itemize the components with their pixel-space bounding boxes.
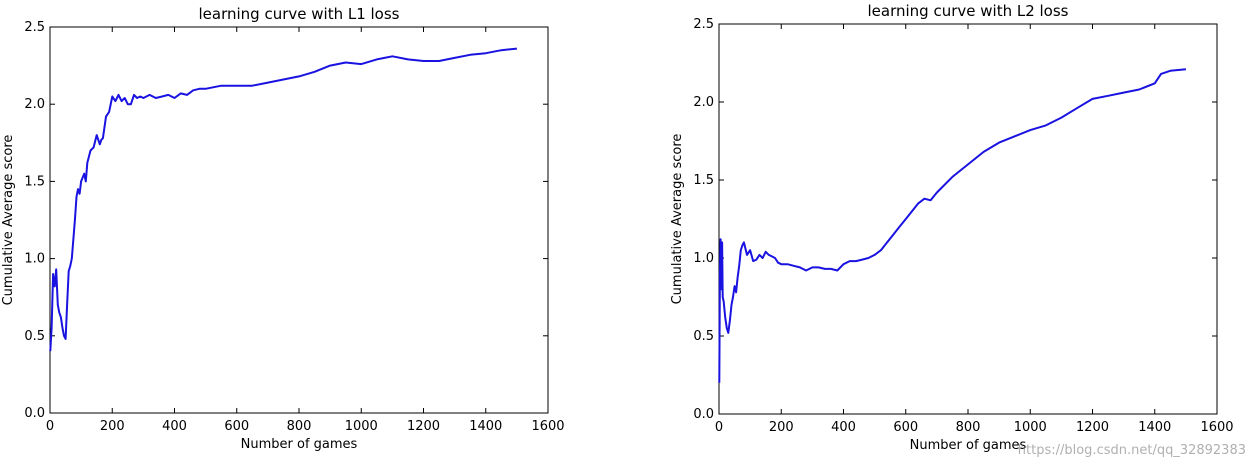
y-tick-label: 0.5	[693, 329, 714, 344]
y-tick-label: 2.5	[24, 20, 45, 35]
y-tick-label: 0.0	[693, 407, 714, 422]
chart-2: 0 200 400 600 800 1000 1200 1400 1600 0.0 0.5 1.0 1.…	[670, 2, 1234, 453]
plot-frame	[49, 26, 549, 414]
series-line	[718, 68, 1187, 383]
watermark-text: https://blog.csdn.net/qq_32892383	[1017, 443, 1246, 458]
x-tick-label: 1400	[469, 419, 502, 434]
y-tick-label: 1.0	[24, 252, 45, 267]
y-axis-label: Cumulative Average score	[670, 134, 685, 305]
x-tick-label: 400	[831, 420, 856, 435]
y-tick-label: 1.5	[693, 173, 714, 188]
x-tick-label: 200	[100, 419, 125, 434]
x-tick-label: 800	[956, 420, 981, 435]
x-tick-label: 1200	[407, 419, 440, 434]
y-tick-label: 0.0	[24, 406, 45, 421]
x-tick-label: 0	[46, 419, 54, 434]
y-tick-label: 2.0	[693, 95, 714, 110]
y-tick-label: 2.0	[24, 97, 45, 112]
plot-frame	[718, 23, 1218, 415]
chart-title: learning curve with L2 loss	[868, 2, 1069, 20]
x-tick-label: 1400	[1138, 420, 1171, 435]
x-tick-label: 0	[715, 420, 723, 435]
x-tick-label: 1000	[1014, 420, 1047, 435]
y-tick-label: 2.5	[693, 17, 714, 32]
y-axis-label: Cumulative Average score	[1, 135, 16, 306]
x-axis-label: Number of games	[241, 437, 358, 452]
x-tick-label: 1200	[1076, 420, 1109, 435]
chart-1: 0 200 400 600 800 1000 1200 1400 1600 0.0 0.5 1.0 1.…	[1, 5, 565, 452]
y-tick-label: 0.5	[24, 329, 45, 344]
x-tick-label: 800	[287, 419, 312, 434]
x-tick-label: 1600	[1200, 420, 1233, 435]
x-tick-label: 400	[162, 419, 187, 434]
series-line	[49, 47, 518, 352]
chart-title: learning curve with L1 loss	[199, 5, 400, 23]
y-tick-label: 1.5	[24, 174, 45, 189]
x-tick-label: 1000	[345, 419, 378, 434]
x-tick-label: 600	[224, 419, 249, 434]
x-tick-label: 1600	[531, 419, 564, 434]
x-tick-label: 600	[893, 420, 918, 435]
x-axis-label: Number of games	[910, 438, 1027, 453]
x-tick-label: 200	[769, 420, 794, 435]
y-tick-label: 1.0	[693, 251, 714, 266]
